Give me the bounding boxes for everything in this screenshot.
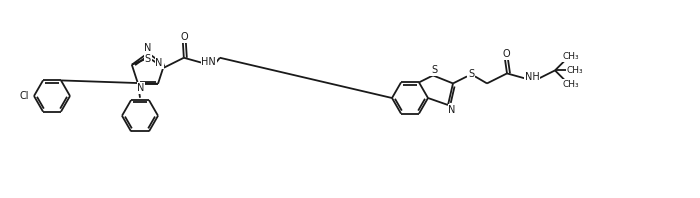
Text: CH₃: CH₃ (567, 66, 583, 75)
Text: O: O (180, 32, 188, 42)
Text: CH₃: CH₃ (563, 80, 580, 89)
Text: O: O (502, 50, 510, 59)
Text: CH₃: CH₃ (563, 52, 580, 61)
Text: S: S (145, 54, 151, 64)
Text: N: N (137, 83, 145, 93)
Text: N: N (155, 58, 163, 68)
Text: Cl: Cl (20, 91, 29, 101)
Text: NH: NH (524, 72, 540, 82)
Text: S: S (468, 69, 474, 79)
Text: HN: HN (202, 57, 216, 67)
Text: S: S (431, 65, 437, 75)
Text: N: N (144, 43, 152, 53)
Text: N: N (448, 105, 456, 115)
